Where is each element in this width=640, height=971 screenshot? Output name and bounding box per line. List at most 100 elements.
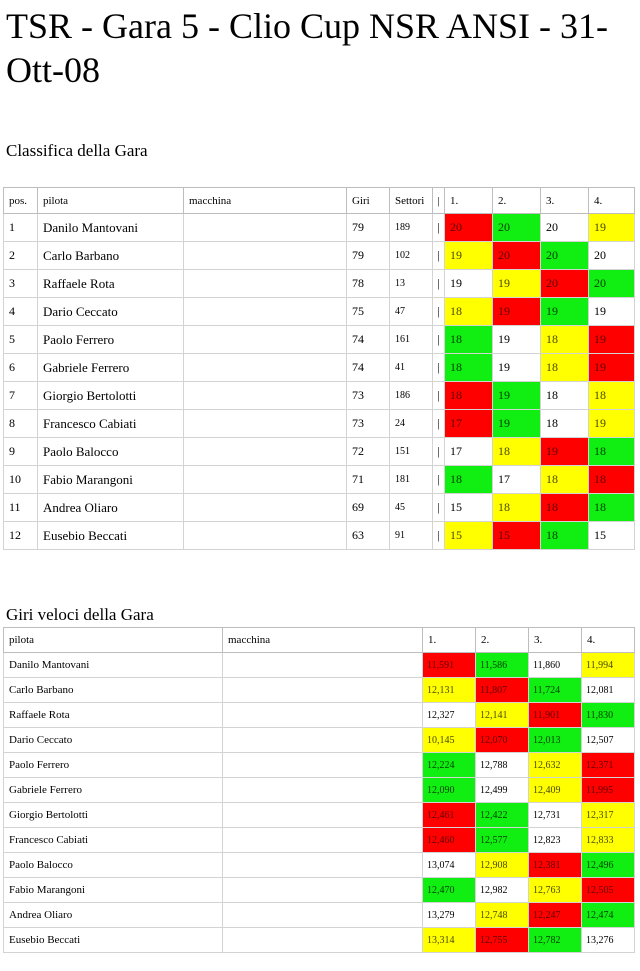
lane-2-best-lap: 12,577: [475, 827, 529, 853]
laps-count: 73: [346, 409, 390, 438]
sectors-count: 24: [389, 409, 433, 438]
sectors-count: 41: [389, 353, 433, 382]
header-macchina: macchina: [183, 187, 347, 214]
laps-count: 69: [346, 493, 390, 522]
lane-3-best-lap: 12,247: [528, 902, 582, 928]
lane-3-best-lap: 12,409: [528, 777, 582, 803]
lane-2-best-lap: 12,748: [475, 902, 529, 928]
laps-count: 72: [346, 437, 390, 466]
sectors-count: 45: [389, 493, 433, 522]
lane-3-laps: 18: [540, 465, 589, 494]
header-pilota: pilota: [3, 627, 223, 653]
separator-cell: |: [432, 241, 445, 270]
driver-name: Carlo Barbano: [37, 241, 184, 270]
laps-count: 74: [346, 325, 390, 354]
sectors-count: 161: [389, 325, 433, 354]
car-cell: [222, 852, 423, 878]
fast-lap-row: Dario Ceccato 10,145 12,070 12,013 12,507: [3, 727, 635, 753]
driver-name: Francesco Cabiati: [3, 827, 223, 853]
lane-4-laps: 18: [588, 465, 635, 494]
lane-2-laps: 19: [492, 353, 541, 382]
car-cell: [222, 827, 423, 853]
lane-4-laps: 19: [588, 353, 635, 382]
lane-3-best-lap: 11,860: [528, 652, 582, 678]
header-lane-3: 3.: [528, 627, 582, 653]
laps-count: 63: [346, 521, 390, 550]
position-cell: 4: [3, 297, 38, 326]
lane-4-best-lap: 12,081: [581, 677, 635, 703]
lane-1-laps: 19: [444, 241, 493, 270]
lane-3-best-lap: 12,782: [528, 927, 582, 953]
fast-lap-row: Eusebio Beccati 13,314 12,755 12,782 13,276: [3, 927, 635, 953]
separator-cell: |: [432, 297, 445, 326]
lane-3-laps: 18: [540, 353, 589, 382]
lane-4-laps: 19: [588, 297, 635, 326]
sectors-count: 181: [389, 465, 433, 494]
driver-name: Eusebio Beccati: [3, 927, 223, 953]
sectors-count: 13: [389, 269, 433, 298]
lane-2-best-lap: 12,982: [475, 877, 529, 903]
lane-3-best-lap: 12,632: [528, 752, 582, 778]
lane-1-best-lap: 12,131: [422, 677, 476, 703]
fast-lap-row: Fabio Marangoni 12,470 12,982 12,763 12,505: [3, 877, 635, 903]
car-cell: [183, 325, 347, 354]
page-title: TSR - Gara 5 - Clio Cup NSR ANSI - 31-Ot…: [6, 6, 608, 90]
lane-4-best-lap: 13,276: [581, 927, 635, 953]
driver-name: Andrea Oliaro: [37, 493, 184, 522]
lane-4-best-lap: 12,496: [581, 852, 635, 878]
driver-name: Raffaele Rota: [3, 702, 223, 728]
lane-4-best-lap: 12,505: [581, 877, 635, 903]
driver-name: Fabio Marangoni: [37, 465, 184, 494]
lane-2-best-lap: 12,141: [475, 702, 529, 728]
lane-1-laps: 15: [444, 493, 493, 522]
lane-4-best-lap: 12,317: [581, 802, 635, 828]
driver-name: Carlo Barbano: [3, 677, 223, 703]
sectors-count: 186: [389, 381, 433, 410]
driver-name: Danilo Mantovani: [3, 652, 223, 678]
car-cell: [222, 802, 423, 828]
lane-1-best-lap: 11,591: [422, 652, 476, 678]
header-lane-2: 2.: [492, 187, 541, 214]
lane-3-best-lap: 12,731: [528, 802, 582, 828]
fast-lap-row: Paolo Ferrero 12,224 12,788 12,632 12,371: [3, 752, 635, 778]
lane-2-laps: 18: [492, 437, 541, 466]
lane-3-laps: 20: [540, 241, 589, 270]
lane-1-laps: 18: [444, 381, 493, 410]
sectors-count: 47: [389, 297, 433, 326]
fast-lap-row: Francesco Cabiati 12,460 12,577 12,823 12,83…: [3, 827, 635, 853]
lane-1-best-lap: 13,074: [422, 852, 476, 878]
separator-cell: |: [432, 381, 445, 410]
position-cell: 11: [3, 493, 38, 522]
separator-cell: |: [432, 409, 445, 438]
car-cell: [183, 297, 347, 326]
lane-4-best-lap: 11,994: [581, 652, 635, 678]
race-row: 8 Francesco Cabiati 73 24 | 17 19 18 19: [3, 409, 635, 438]
lane-3-best-lap: 11,901: [528, 702, 582, 728]
lane-3-laps: 20: [540, 213, 589, 242]
lane-2-best-lap: 12,499: [475, 777, 529, 803]
header-giri: Giri: [346, 187, 390, 214]
driver-name: Paolo Ferrero: [3, 752, 223, 778]
race-row: 9 Paolo Balocco 72 151 | 17 18 19 18: [3, 437, 635, 466]
separator-cell: |: [432, 437, 445, 466]
lane-1-best-lap: 12,327: [422, 702, 476, 728]
position-cell: 5: [3, 325, 38, 354]
lane-2-laps: 19: [492, 409, 541, 438]
lane-1-laps: 18: [444, 353, 493, 382]
lane-2-best-lap: 12,755: [475, 927, 529, 953]
lane-2-best-lap: 11,807: [475, 677, 529, 703]
lane-4-laps: 20: [588, 241, 635, 270]
lane-2-laps: 19: [492, 325, 541, 354]
driver-name: Paolo Balocco: [37, 437, 184, 466]
car-cell: [222, 727, 423, 753]
car-cell: [222, 652, 423, 678]
position-cell: 3: [3, 269, 38, 298]
driver-name: Giorgio Bertolotti: [3, 802, 223, 828]
header-lane-4: 4.: [581, 627, 635, 653]
fast-lap-row: Danilo Mantovani 11,591 11,586 11,860 11,994: [3, 652, 635, 678]
lane-1-laps: 18: [444, 465, 493, 494]
lane-4-laps: 18: [588, 437, 635, 466]
separator-cell: |: [432, 465, 445, 494]
car-cell: [222, 877, 423, 903]
lane-1-best-lap: 12,460: [422, 827, 476, 853]
